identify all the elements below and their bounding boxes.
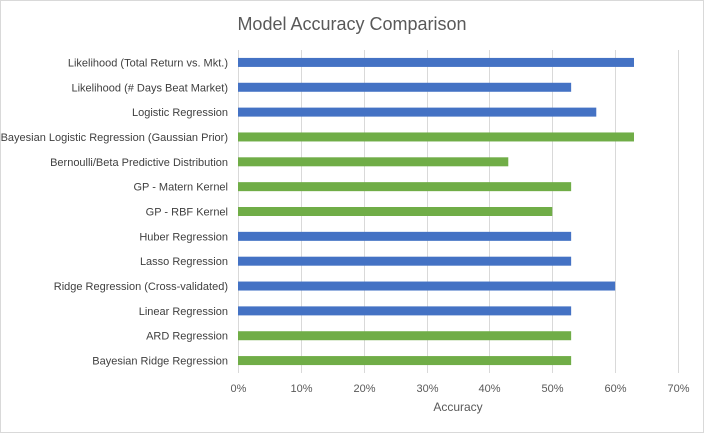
x-tick-label: 30% [416,383,438,395]
bar [238,132,634,142]
category-label: GP - Matern Kernel [133,182,228,194]
category-labels: Likelihood (Total Return vs. Mkt.) Likeli… [1,57,228,367]
bar [238,157,509,167]
x-tick-labels: 0% 10% 20% 30% 40% 50% 60% 70% [231,383,690,395]
x-tick-label: 70% [667,383,689,395]
chart-title: Model Accuracy Comparison [237,14,466,34]
bar [238,82,572,92]
category-label: ARD Regression [146,331,228,343]
bar [238,281,616,291]
category-label: Bernoulli/Beta Predictive Distribution [50,157,228,169]
bar [238,207,553,216]
x-tick-label: 0% [231,383,247,395]
category-label: Likelihood (# Days Beat Market) [71,82,228,94]
x-tick-label: 10% [290,383,312,395]
x-tick-label: 60% [604,383,626,395]
bar [238,107,597,117]
category-label: Lasso Regression [140,256,228,268]
category-label: GP - RBF Kernel [146,207,228,219]
x-tick-label: 40% [478,383,500,395]
bar [238,231,572,241]
category-label: Linear Regression [139,306,228,318]
bars [238,57,634,366]
bar [238,331,572,341]
category-label: Ridge Regression (Cross-validated) [54,281,228,293]
bar [238,306,572,316]
x-tick-label: 20% [353,383,375,395]
x-tick-label: 50% [541,383,563,395]
category-label: Huber Regression [139,231,228,243]
x-axis-title: Accuracy [433,400,482,414]
bar [238,182,572,192]
category-label: Bayesian Ridge Regression [92,356,228,368]
category-label: Bayesian Logistic Regression (Gaussian P… [1,132,228,144]
bar [238,57,634,67]
category-label: Likelihood (Total Return vs. Mkt.) [68,57,228,69]
bar [238,356,572,366]
category-label: Logistic Regression [132,107,228,119]
bar [238,256,572,266]
